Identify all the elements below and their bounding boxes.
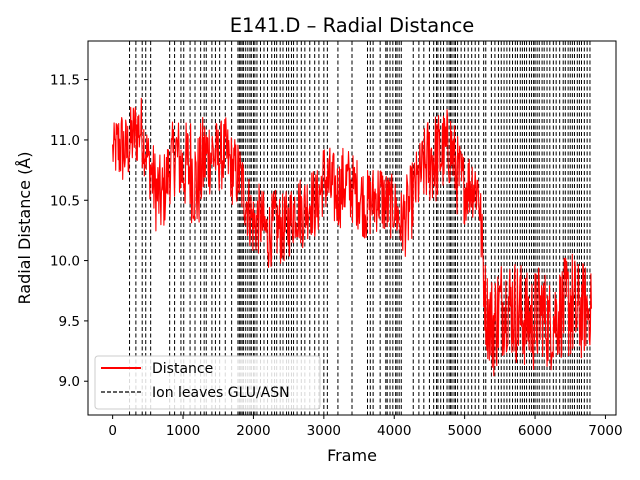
x-tick-label: 4000 [377, 423, 411, 439]
ion-leaves-lines [129, 41, 591, 415]
legend-label-distance: Distance [152, 361, 213, 377]
x-tick-label: 7000 [588, 423, 622, 439]
legend-box [94, 355, 321, 410]
plot-frame [87, 40, 617, 416]
y-tick-label: 9.5 [59, 314, 80, 330]
y-tick-label: 11.0 [50, 133, 80, 149]
x-tick-label: 5000 [447, 423, 481, 439]
x-axis-ticks: 0 1000 2000 3000 4000 5000 6000 7000 [108, 415, 623, 439]
legend: Distance Ion leaves GLU/ASN [94, 355, 321, 410]
x-tick-label: 3000 [307, 423, 341, 439]
y-tick-label: 10.0 [50, 254, 80, 270]
x-tick-label: 0 [108, 423, 117, 439]
x-tick-label: 1000 [166, 423, 200, 439]
y-axis-ticks: 9.0 9.5 10.0 10.5 11.0 11.5 [50, 73, 88, 390]
y-tick-label: 9.0 [59, 374, 80, 390]
y-tick-label: 11.5 [50, 73, 80, 89]
distance-line [112, 97, 592, 377]
y-axis-label: Radial Distance (Å) [15, 152, 34, 305]
x-tick-label: 2000 [236, 423, 270, 439]
chart-title: E141.D – Radial Distance [230, 14, 475, 37]
y-tick-label: 10.5 [50, 193, 80, 209]
x-axis-label: Frame [327, 446, 377, 465]
x-tick-label: 6000 [518, 423, 552, 439]
distance-series [112, 97, 592, 377]
legend-label-ion-leaves: Ion leaves GLU/ASN [152, 385, 290, 401]
